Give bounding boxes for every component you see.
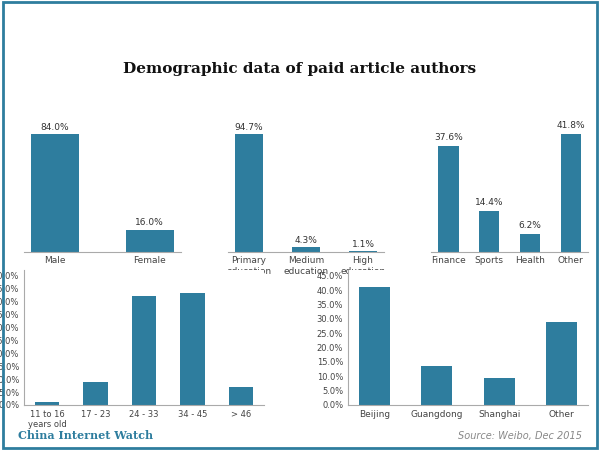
Text: China Internet Watch: China Internet Watch: [18, 430, 153, 441]
Bar: [520, 234, 540, 252]
Text: CIW: CIW: [283, 8, 317, 22]
Text: 37.6%: 37.6%: [434, 133, 463, 142]
Bar: [560, 134, 581, 252]
Text: 94.7%: 94.7%: [235, 123, 263, 132]
Bar: [235, 134, 263, 252]
Text: Source: Weibo, Dec 2015: Source: Weibo, Dec 2015: [458, 431, 582, 441]
Bar: [439, 146, 459, 252]
Text: 16.0%: 16.0%: [136, 218, 164, 227]
Bar: [132, 296, 156, 405]
Text: 1.1%: 1.1%: [352, 240, 374, 249]
Bar: [83, 382, 107, 405]
Bar: [484, 378, 515, 405]
Bar: [359, 287, 390, 405]
Bar: [229, 387, 253, 405]
Bar: [31, 134, 79, 252]
Bar: [421, 366, 452, 405]
Bar: [546, 322, 577, 405]
Bar: [181, 293, 205, 405]
Bar: [35, 402, 59, 405]
Bar: [126, 230, 173, 252]
Bar: [479, 212, 499, 252]
Text: 84.0%: 84.0%: [41, 123, 69, 132]
Text: 14.4%: 14.4%: [475, 198, 503, 207]
Bar: [349, 251, 377, 252]
Text: 6.2%: 6.2%: [518, 221, 541, 230]
Text: 41.8%: 41.8%: [556, 121, 585, 130]
Text: 4.3%: 4.3%: [295, 236, 317, 245]
Text: Demographic data of paid article authors: Demographic data of paid article authors: [124, 63, 476, 76]
Bar: [292, 247, 320, 252]
